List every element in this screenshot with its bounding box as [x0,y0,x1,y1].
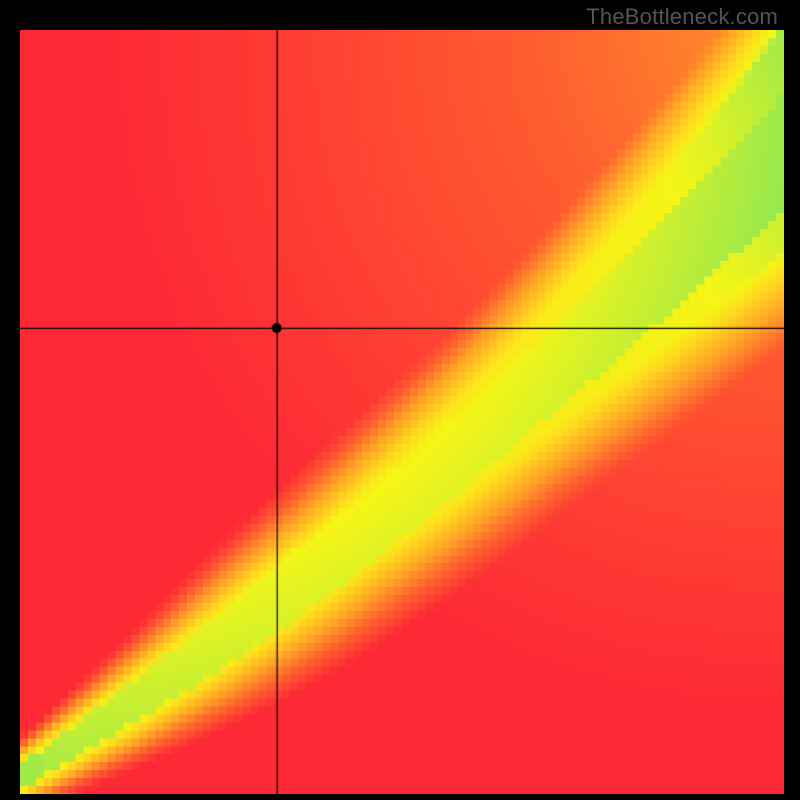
watermark-label: TheBottleneck.com [586,4,778,30]
crosshair-overlay [20,30,784,794]
chart-container: TheBottleneck.com [0,0,800,800]
